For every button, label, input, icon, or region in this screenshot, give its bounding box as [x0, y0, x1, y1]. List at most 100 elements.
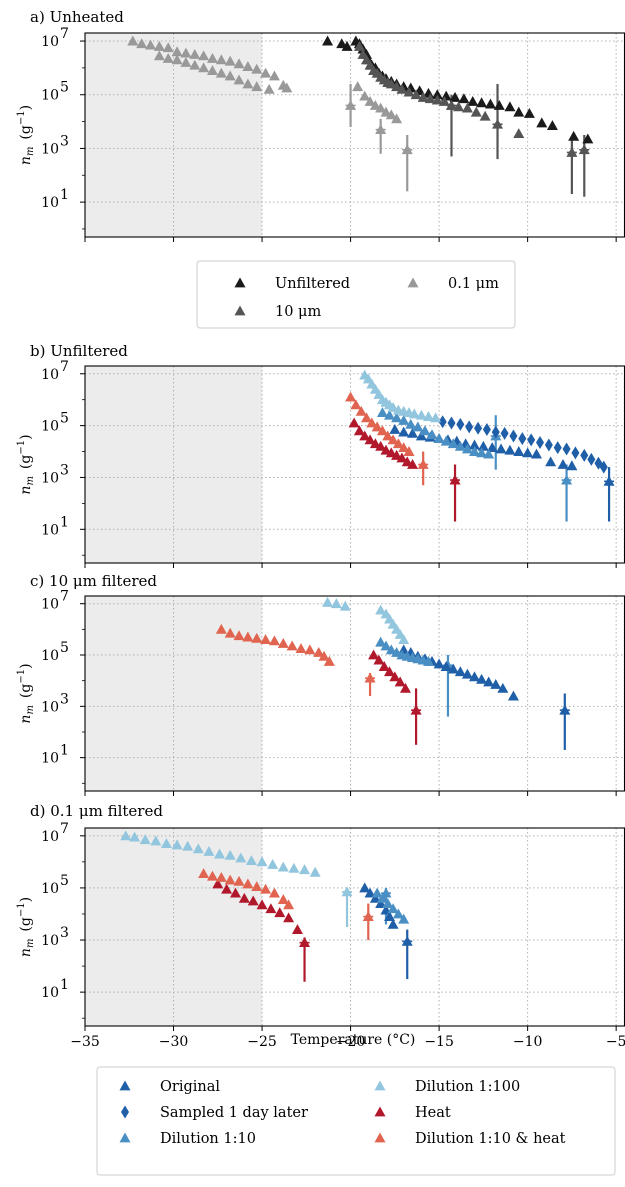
x-tick-label: −35: [70, 1034, 100, 1050]
data-point: [433, 433, 445, 443]
data-point: [387, 918, 399, 929]
data-point: [391, 113, 403, 124]
data-point: [391, 412, 403, 423]
data-point: [355, 405, 367, 416]
data-point: [304, 644, 316, 655]
data-point: [369, 892, 381, 903]
data-point: [260, 634, 272, 645]
data-point: [447, 438, 459, 449]
y-tick-label: 10: [41, 34, 59, 50]
data-point: [277, 637, 289, 648]
data-point: [322, 596, 334, 607]
data-point: [465, 420, 474, 434]
shaded-region: [85, 33, 263, 237]
legend-label: Dilution 1:10: [160, 1131, 256, 1147]
data-point: [162, 53, 174, 63]
legend-label: 0.1 μm: [448, 276, 499, 292]
data-point: [371, 887, 383, 898]
data-point: [215, 872, 227, 882]
data-point: [382, 430, 394, 441]
data-point: [171, 46, 183, 57]
series-dilution-1-100: [120, 830, 321, 877]
data-point: [260, 883, 272, 894]
legend-label: Dilution 1:100: [415, 1079, 520, 1095]
error-point-marker: [578, 144, 590, 155]
data-point: [364, 95, 376, 106]
y-tick-exponent: 3: [60, 925, 69, 941]
data-point: [359, 90, 371, 101]
y-tick-exponent: 7: [60, 589, 69, 605]
error-point-marker: [410, 704, 422, 715]
data-point: [479, 110, 491, 121]
legend-marker: [407, 277, 419, 288]
legend-label: Original: [160, 1079, 220, 1095]
data-point: [242, 631, 254, 642]
y-tick-label: 10: [41, 699, 59, 715]
data-point: [507, 690, 519, 701]
data-point: [387, 903, 399, 914]
panel-title: a) Unheated: [30, 8, 124, 26]
data-point: [417, 91, 429, 102]
data-point: [291, 924, 303, 935]
series-dilution-1-10: [371, 887, 410, 924]
legend-bottom-frame: [96, 1066, 616, 1176]
data-point: [389, 671, 401, 682]
data-point: [398, 426, 410, 437]
data-point: [536, 435, 545, 449]
data-point: [224, 849, 236, 860]
y-tick-exponent: 7: [60, 26, 69, 42]
data-point: [382, 898, 394, 908]
series-dilution-1-10-heat: [198, 868, 295, 910]
data-point: [536, 117, 548, 128]
y-tick-label: 10: [41, 933, 59, 949]
data-point: [361, 412, 373, 423]
legend-marker: [234, 305, 246, 316]
data-point: [403, 446, 415, 456]
data-point: [398, 913, 410, 924]
legend-item: Dilution 1:10: [119, 1131, 256, 1147]
data-point: [375, 636, 387, 647]
legend-marker: [374, 1106, 386, 1117]
error-point-marker: [449, 474, 461, 485]
legend-label: Dilution 1:10 & heat: [415, 1131, 566, 1147]
series-heat: [368, 649, 411, 693]
data-point: [431, 94, 443, 105]
data-point: [373, 654, 385, 665]
data-point: [562, 442, 571, 456]
error-point-marker: [561, 474, 573, 485]
data-point: [268, 887, 280, 898]
data-point: [580, 448, 589, 462]
data-point: [493, 99, 505, 110]
data-point: [198, 62, 210, 73]
data-point: [214, 848, 226, 859]
data-point: [233, 630, 245, 641]
data-point: [518, 432, 527, 446]
data-point: [398, 414, 410, 425]
data-point: [408, 408, 420, 419]
y-axis-label: nm (g−1): [16, 897, 36, 957]
series-dilution-1-100: [322, 596, 410, 645]
data-point: [483, 676, 495, 687]
data-point: [182, 840, 194, 851]
data-point: [486, 442, 498, 453]
data-point: [424, 93, 436, 104]
series-sampled-1-day-later: [438, 415, 608, 474]
data-point: [129, 831, 141, 842]
data-point: [447, 416, 456, 430]
data-point: [268, 635, 280, 646]
data-point: [265, 903, 277, 914]
legend-item: Unfiltered: [234, 276, 350, 292]
data-point: [145, 39, 157, 50]
data-point: [396, 83, 408, 94]
error-point-marker: [417, 459, 429, 469]
legend-marker: [374, 1080, 386, 1091]
y-tick-label: 10: [41, 751, 59, 767]
data-point: [477, 440, 489, 451]
data-point: [221, 883, 233, 894]
data-point: [398, 634, 410, 645]
data-point: [422, 655, 434, 666]
data-point: [150, 835, 162, 846]
data-point: [500, 426, 509, 440]
data-point: [366, 417, 378, 428]
